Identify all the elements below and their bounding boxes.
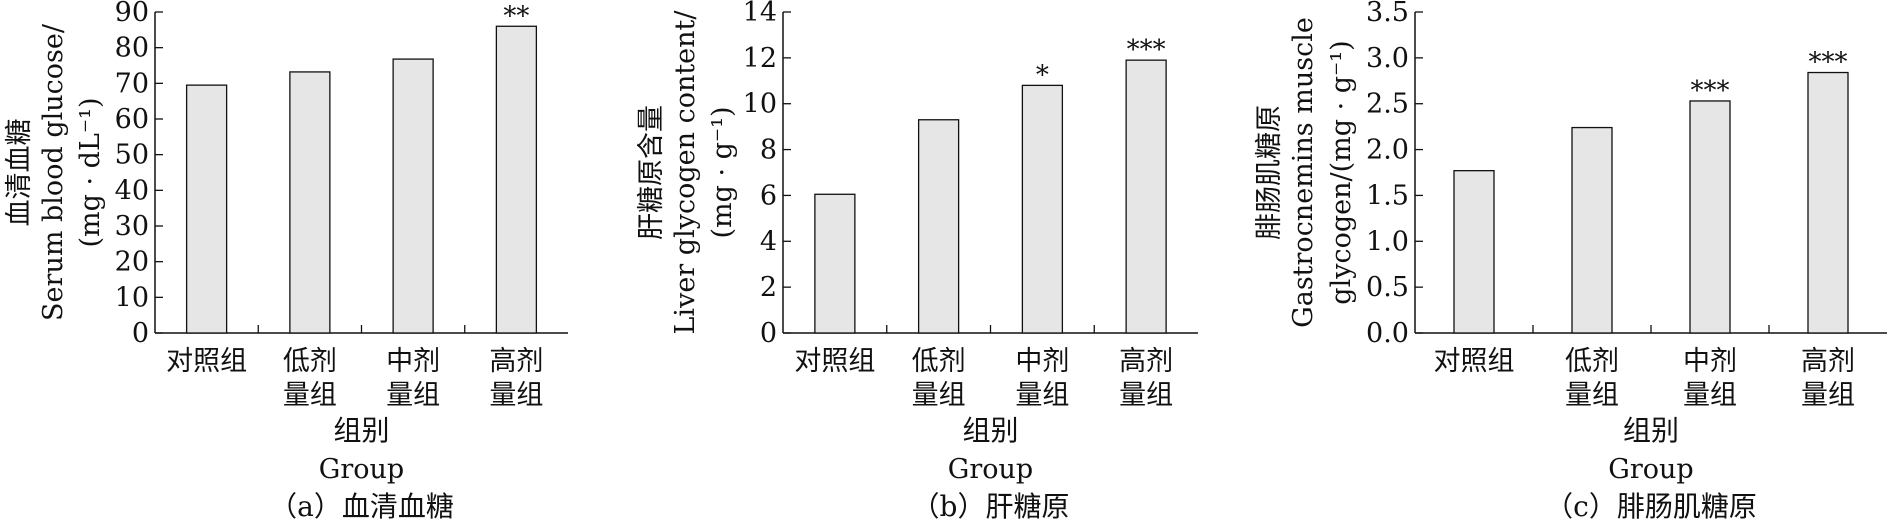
- x-tick-label: 高剂: [1119, 346, 1173, 377]
- significance-label: *: [1036, 60, 1049, 90]
- y-tick-label: 6: [760, 180, 777, 211]
- y-axis-label: 肝糖原含量: [636, 105, 667, 240]
- x-tick-label: 中剂: [1015, 346, 1069, 377]
- y-tick-label: 40: [115, 175, 149, 206]
- x-tick-label: 量组: [1801, 380, 1855, 411]
- x-tick-label: 对照组: [794, 346, 875, 377]
- panel-caption: （c）腓肠肌糖原: [1545, 490, 1757, 523]
- y-tick-label: 0: [760, 318, 777, 349]
- significance-label: ***: [1809, 48, 1848, 78]
- x-axis-label: Group: [948, 454, 1033, 485]
- y-tick-label: 20: [115, 247, 149, 278]
- y-tick-label: 2: [760, 272, 777, 303]
- x-axis-label: 组别: [333, 414, 389, 447]
- x-tick-label: 低剂: [1565, 346, 1619, 377]
- y-tick-label: 50: [115, 140, 149, 171]
- x-tick-label: 低剂: [912, 346, 966, 377]
- y-tick-label: 3.0: [1366, 43, 1409, 74]
- y-axis-label: 血清血糖: [4, 119, 35, 227]
- bar: [392, 58, 434, 334]
- panel-caption: （b）肝糖原: [912, 490, 1070, 523]
- bar: [289, 71, 331, 334]
- y-tick-label: 30: [115, 211, 149, 242]
- y-tick-label: 10: [115, 282, 149, 313]
- y-tick-label: 4: [760, 226, 777, 257]
- bar: [1021, 84, 1064, 334]
- x-tick-label: 高剂: [1801, 346, 1855, 377]
- y-axis-label: (mg · g⁻¹): [707, 106, 738, 238]
- x-tick-label: 量组: [1015, 380, 1069, 411]
- y-tick-label: 2.5: [1366, 89, 1409, 120]
- y-tick-label: 3.5: [1366, 0, 1409, 28]
- x-tick-label: 对照组: [166, 346, 247, 377]
- x-tick-label: 高剂: [489, 346, 543, 377]
- x-tick-label: 量组: [283, 380, 337, 411]
- x-tick-label: 量组: [912, 380, 966, 411]
- bar: [1453, 170, 1495, 334]
- bar: [185, 84, 228, 334]
- y-tick-label: 1.5: [1366, 180, 1409, 211]
- y-tick-label: 8: [760, 135, 777, 166]
- x-tick-label: 量组: [386, 380, 440, 411]
- y-axis-label: 腓肠肌糖原: [1254, 105, 1285, 240]
- y-axis-label: (mg · dL⁻¹): [75, 98, 106, 248]
- x-axis-label: 组别: [1623, 414, 1679, 447]
- significance-label: ***: [1691, 76, 1730, 106]
- x-axis-label: Group: [1608, 454, 1693, 485]
- bar: [1125, 59, 1167, 334]
- y-axis-label: glycogen/(mg · g⁻¹): [1326, 40, 1357, 304]
- y-tick-label: 10: [743, 89, 777, 120]
- bar: [917, 119, 960, 334]
- y-axis-label: Serum blood glucose/: [38, 23, 69, 321]
- y-tick-label: 0.5: [1366, 272, 1409, 303]
- x-tick-label: 低剂: [283, 346, 337, 377]
- y-tick-label: 60: [115, 104, 149, 135]
- y-tick-label: 1.0: [1366, 226, 1409, 257]
- x-tick-label: 量组: [489, 380, 543, 411]
- bar: [1807, 71, 1849, 334]
- x-tick-label: 中剂: [386, 346, 440, 377]
- x-axis-label: Group: [319, 454, 404, 485]
- bar: [814, 193, 856, 334]
- bar: [1571, 126, 1613, 334]
- y-tick-label: 90: [115, 0, 149, 28]
- y-tick-label: 70: [115, 68, 149, 99]
- y-axis-label: Gastrocnemins muscle: [1288, 17, 1319, 328]
- x-axis-label: 组别: [962, 414, 1018, 447]
- y-tick-label: 0: [132, 318, 149, 349]
- y-tick-label: 14: [743, 0, 777, 28]
- y-axis-label: Liver glycogen content/: [670, 10, 701, 335]
- significance-label: ***: [1127, 35, 1166, 65]
- bar: [495, 25, 538, 334]
- y-tick-label: 80: [115, 33, 149, 64]
- x-tick-label: 中剂: [1683, 346, 1737, 377]
- panel-caption: （a）血清血糖: [269, 490, 454, 523]
- bar: [1689, 100, 1731, 334]
- x-tick-label: 量组: [1565, 380, 1619, 411]
- x-tick-label: 对照组: [1434, 346, 1515, 377]
- y-tick-label: 0.0: [1366, 318, 1409, 349]
- y-tick-label: 12: [743, 43, 777, 74]
- x-tick-label: 量组: [1683, 380, 1737, 411]
- y-tick-label: 2.0: [1366, 135, 1409, 166]
- significance-label: **: [503, 1, 529, 31]
- x-tick-label: 量组: [1119, 380, 1173, 411]
